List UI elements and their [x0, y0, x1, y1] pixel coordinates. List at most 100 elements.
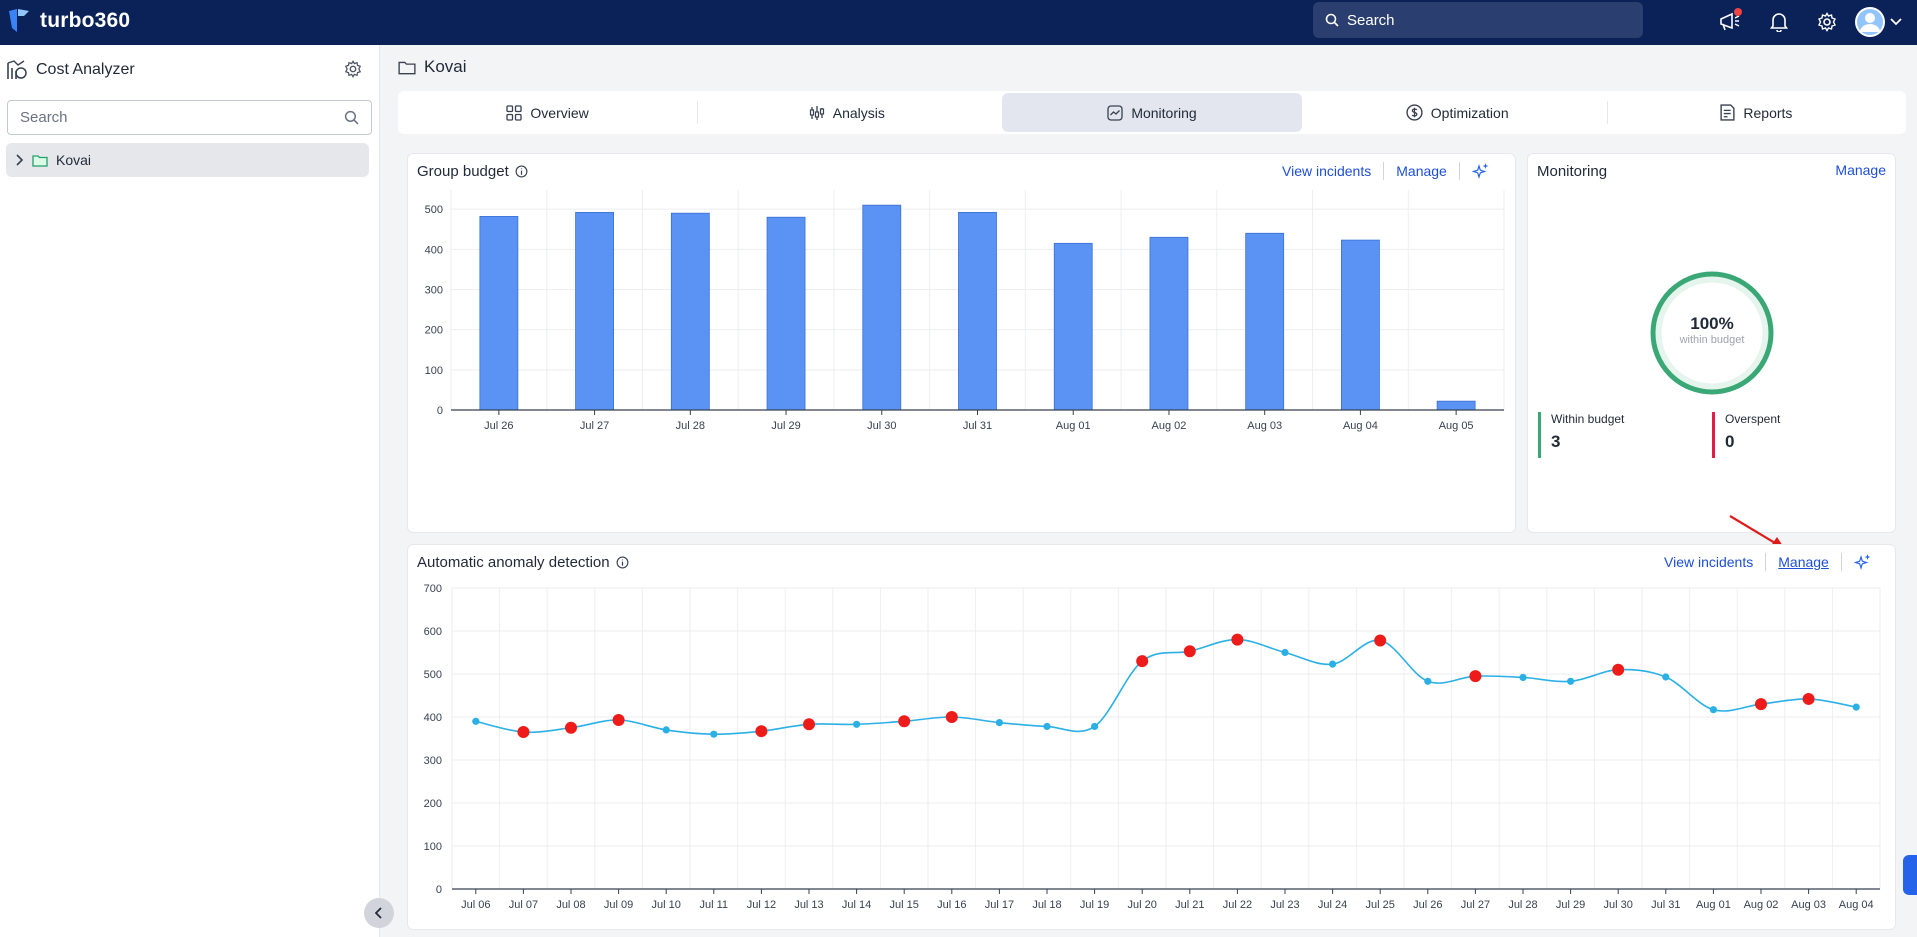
tab-reports[interactable]: Reports — [1606, 91, 1906, 134]
user-avatar-menu[interactable] — [1853, 7, 1903, 37]
y-tick-label: 300 — [424, 755, 442, 767]
notification-dot — [1734, 8, 1742, 16]
data-point — [1329, 660, 1337, 668]
tab-analysis[interactable]: Analysis — [697, 91, 996, 134]
tab-label: Monitoring — [1131, 104, 1197, 121]
sidebar-collapse-button[interactable] — [364, 898, 394, 928]
x-tick-label: Jul 19 — [1080, 899, 1109, 911]
x-tick-label: Jul 14 — [842, 899, 871, 911]
x-tick-label: Jul 21 — [1175, 899, 1204, 911]
x-tick-label: Aug 02 — [1744, 899, 1779, 911]
ai-sparkle-icon[interactable] — [1471, 162, 1490, 180]
y-tick-label: 400 — [425, 244, 443, 256]
grid-icon — [506, 104, 523, 121]
anomaly-point — [1374, 634, 1387, 647]
bar — [670, 212, 710, 411]
chevron-down-icon — [1890, 18, 1902, 26]
tab-monitoring[interactable]: Monitoring — [1002, 93, 1302, 132]
sidebar-search-input[interactable]: Search — [7, 100, 372, 135]
monitoring-icon — [1107, 104, 1123, 121]
folder-icon — [32, 154, 48, 167]
analysis-icon — [809, 105, 824, 120]
anomaly-point — [612, 714, 625, 727]
feedback-side-tab[interactable] — [1903, 855, 1917, 895]
chevron-right-icon[interactable] — [16, 154, 24, 166]
y-tick-label: 0 — [437, 405, 443, 417]
view-incidents-link[interactable]: View incidents — [1282, 163, 1372, 179]
anomaly-point — [1802, 692, 1815, 705]
sidebar-header: Cost Analyzer — [6, 59, 135, 81]
anomaly-point — [945, 711, 958, 723]
tree-item-kovai[interactable]: Kovai — [6, 143, 369, 177]
monitoring-header: Monitoring — [1537, 163, 1607, 180]
y-tick-label: 400 — [424, 712, 442, 724]
y-tick-label: 700 — [424, 583, 442, 595]
bar — [862, 204, 902, 411]
manage-link[interactable]: Manage — [1778, 554, 1829, 570]
anomaly-point — [1469, 670, 1482, 683]
tab-label: Analysis — [832, 104, 885, 121]
tab-label: Overview — [530, 104, 589, 121]
tab-optimization[interactable]: Optimization — [1308, 91, 1607, 134]
data-point — [1043, 722, 1051, 731]
donut-caption: within budget — [1679, 334, 1745, 346]
chevron-left-icon — [375, 907, 382, 919]
anomaly-line-chart: 0 100 200 300 400 500 600 700 Jul 06 Jul 07 Jul 08… — [424, 583, 1881, 911]
x-tick-label: Jul 29 — [771, 420, 800, 432]
data-point — [1519, 673, 1527, 682]
info-icon[interactable] — [515, 165, 528, 178]
bell-icon[interactable] — [1765, 8, 1793, 36]
divider — [1383, 162, 1385, 180]
x-tick-label: Jul 18 — [1032, 899, 1061, 911]
x-tick-label: Jul 23 — [1270, 899, 1299, 911]
data-point — [1852, 703, 1860, 711]
turbo360-logo-icon — [9, 9, 29, 32]
group-budget-header: Group budget — [417, 163, 528, 180]
x-tick-label: Aug 03 — [1791, 899, 1826, 911]
app-name: turbo360 — [40, 9, 131, 32]
view-incidents-link[interactable]: View incidents — [1664, 554, 1754, 570]
x-tick-label: Aug 01 — [1696, 899, 1731, 911]
global-search-placeholder: Search — [1347, 11, 1395, 29]
budget-donut-chart — [1650, 271, 1774, 395]
sidebar-settings-gear-icon[interactable] — [344, 60, 362, 81]
anomaly-point — [565, 721, 577, 734]
ai-sparkle-icon[interactable] — [1853, 553, 1872, 571]
y-tick-label: 0 — [436, 884, 442, 896]
x-tick-label: Jul 26 — [1413, 899, 1442, 911]
search-icon — [344, 110, 359, 125]
x-tick-label: Jul 27 — [580, 420, 609, 432]
x-tick-label: Jul 24 — [1318, 899, 1347, 911]
group-budget-title: Group budget — [417, 163, 509, 180]
monitoring-actions: Manage — [1835, 162, 1886, 178]
x-tick-label: Jul 07 — [509, 899, 538, 911]
manage-link[interactable]: Manage — [1396, 163, 1447, 179]
info-icon[interactable] — [616, 556, 629, 569]
y-tick-label: 100 — [424, 841, 442, 853]
bar — [1436, 400, 1476, 411]
data-point — [710, 730, 718, 738]
x-tick-label: Jul 13 — [794, 899, 823, 911]
app-logo[interactable]: turbo360 — [8, 8, 130, 34]
settings-gear-icon[interactable] — [1813, 8, 1841, 36]
tab-label: Optimization — [1430, 104, 1509, 121]
tab-overview[interactable]: Overview — [398, 91, 697, 134]
anomaly-detection-card: Automatic anomaly detection View inciden… — [407, 544, 1896, 930]
x-tick-label: Aug 04 — [1839, 899, 1874, 911]
global-search-input[interactable]: Search — [1313, 2, 1643, 38]
x-tick-label: Jul 12 — [747, 899, 776, 911]
data-point — [1091, 722, 1099, 731]
data-point — [995, 718, 1004, 727]
sidebar: Cost Analyzer Search Kovai — [0, 45, 394, 937]
bar — [1053, 242, 1093, 411]
overspent-label: Overspent — [1725, 412, 1781, 426]
within-budget-stat: Within budget 3 — [1538, 412, 1624, 458]
anomaly-point — [1755, 698, 1767, 711]
announcement-icon[interactable] — [1716, 8, 1744, 36]
divider — [1458, 162, 1460, 180]
x-tick-label: Jul 28 — [676, 420, 705, 432]
anomaly-actions: View incidents Manage — [1664, 553, 1895, 571]
x-tick-label: Aug 02 — [1152, 420, 1187, 432]
monitoring-manage-link[interactable]: Manage — [1835, 162, 1886, 178]
